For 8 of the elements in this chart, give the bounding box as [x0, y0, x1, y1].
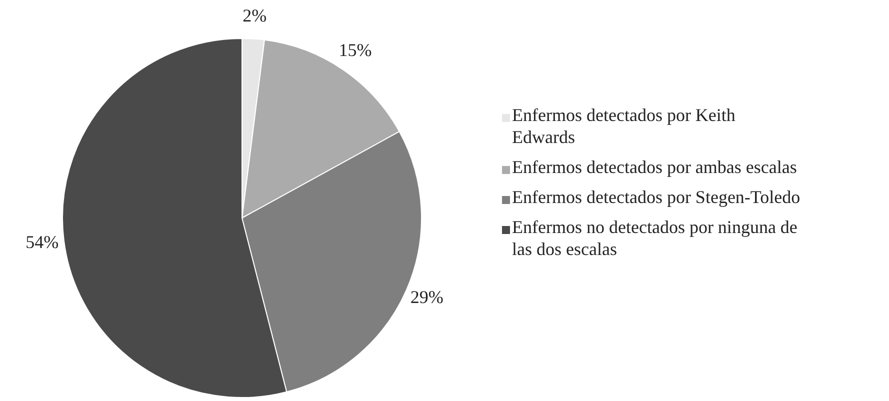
- legend-label: Enfermos no detectados por ninguna de las dos escalas: [512, 216, 798, 260]
- data-label: 54%: [26, 232, 59, 252]
- data-label: 29%: [410, 286, 444, 307]
- data-label: 15%: [338, 40, 372, 60]
- data-label: 2%: [242, 6, 267, 26]
- legend-label: Enfermos detectados por Stegen-Toledo: [512, 186, 800, 208]
- legend-label: Enfermos detectados por Keith Edwards: [512, 104, 736, 148]
- legend-label: Enfermos detectados por ambas escalas: [512, 156, 797, 178]
